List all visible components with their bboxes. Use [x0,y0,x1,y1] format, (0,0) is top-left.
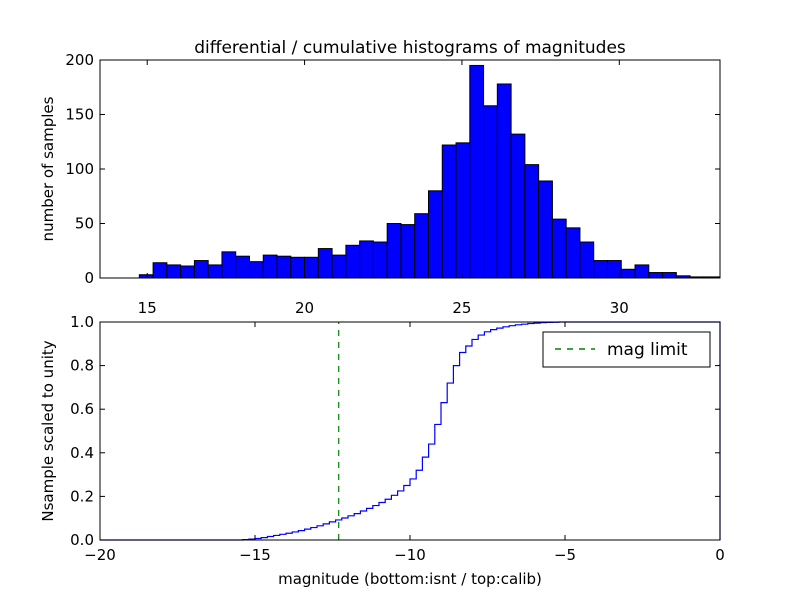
legend: mag limit [542,331,711,368]
legend-label-mag-limit: mag limit [607,340,688,360]
histogram-bar [152,262,168,279]
histogram-bar [400,224,416,279]
histogram-bar [483,105,498,279]
top-ytick-label: 100 [65,160,94,178]
histogram-bar [551,218,567,279]
cumulative-line [100,321,721,541]
histogram-bar [386,223,402,279]
histogram-bar [634,264,650,279]
histogram-bar [180,265,195,279]
histogram-bar [510,133,526,279]
histogram-bar [496,83,512,279]
histogram-bar [317,248,333,279]
histogram-bar [262,254,278,279]
top-xtick-label: 25 [452,299,471,317]
histogram-bar [441,144,457,279]
bottom-axes-group: −20 −15 −10 −5 0 0.0 0.2 0.4 0.6 0.8 1.0 [70,313,725,564]
bottom-ytick-label: 1.0 [70,313,94,331]
histogram-bar [524,164,540,279]
bottom-ylabel: Nsample scaled to unity [39,340,57,521]
histogram-bar [235,255,250,279]
histogram-bar [538,180,553,279]
histogram-bar [414,213,429,279]
histogram-bar [579,241,595,279]
top-ytick-label: 0 [84,269,94,287]
top-axes-group: 15 20 25 30 0 50 100 150 200 [65,51,720,317]
bottom-xtick-label: −15 [239,546,271,564]
top-xtick-label: 15 [138,299,157,317]
top-ytick-label: 50 [75,215,94,233]
histogram-bar [290,256,306,279]
histogram-bar [593,260,608,279]
histogram-bar [248,261,264,279]
histogram-bar [620,268,636,279]
top-ytick-label: 150 [65,106,94,124]
histogram-bar [455,142,471,279]
bottom-ytick-label: 0.4 [70,444,94,462]
histogram-bar [166,264,182,279]
bottom-lines-group [100,321,721,541]
bottom-ytick-label: 0.2 [70,487,94,505]
top-xtick-label: 30 [610,299,629,317]
histogram-bar [359,240,374,279]
top-title: differential / cumulative histograms of … [194,38,626,58]
bottom-xtick-label: −5 [554,546,576,564]
histogram-bar [648,272,664,279]
histogram-bar [662,272,677,279]
histogram-bar [345,244,361,279]
histogram-bar [427,190,443,279]
histogram-bar [304,256,319,279]
bottom-ytick-label: 0.6 [70,400,94,418]
bottom-xlabel: magnitude (bottom:isnt / top:calib) [278,570,542,588]
histogram-bar [276,255,292,279]
histogram-bar [207,264,223,279]
histogram-bar [469,64,485,279]
bottom-ytick-label: 0.8 [70,357,94,375]
bottom-xtick-label: −10 [394,546,426,564]
histogram-bar [331,254,347,279]
histogram-bar [565,227,581,279]
bottom-xtick-label: 0 [715,546,725,564]
top-bars-group [138,64,721,279]
top-ylabel: number of samples [39,96,57,241]
top-xtick-label: 20 [295,299,314,317]
top-ytick-label: 200 [65,51,94,69]
bottom-xtick-label: −20 [84,546,116,564]
bottom-ytick-label: 0.0 [70,531,94,549]
histogram-bar [193,260,209,279]
histogram-bar [221,251,237,279]
histogram-bar [372,241,388,279]
